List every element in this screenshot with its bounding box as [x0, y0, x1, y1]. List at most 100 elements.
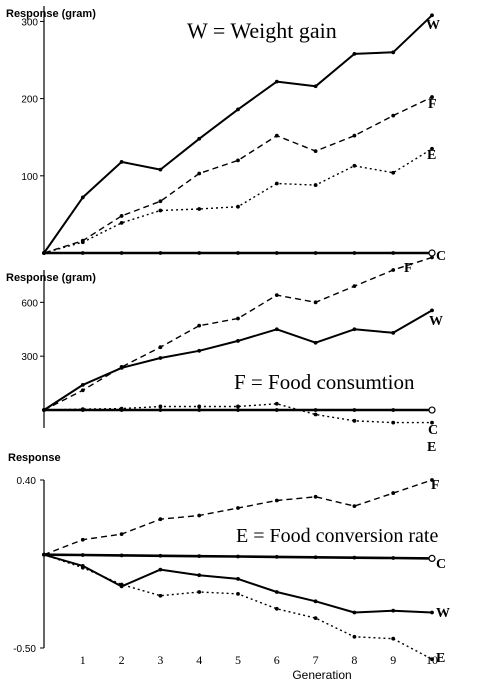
x-tick-label: 2 — [119, 653, 125, 667]
series-F-point — [197, 171, 202, 176]
series-C-point — [158, 251, 163, 255]
series-F-point — [313, 149, 318, 154]
series-E-point — [391, 420, 396, 425]
series-C-point — [236, 554, 240, 559]
series-C-point — [313, 251, 318, 255]
series-C-label: C — [428, 423, 438, 438]
x-tick-label: 9 — [390, 653, 396, 667]
series-C-point — [158, 408, 163, 412]
x-tick-label: 8 — [351, 653, 357, 667]
series-E-point — [158, 404, 163, 409]
series-E-point — [158, 593, 163, 598]
series-W-point — [119, 365, 124, 370]
series-F-point — [391, 491, 396, 495]
series-C-point — [80, 553, 85, 557]
x-tick-label: 1 — [80, 653, 86, 667]
series-W-point — [313, 599, 318, 604]
series-F-point — [274, 293, 279, 298]
series-F-point — [197, 323, 202, 328]
series-E-point — [313, 616, 318, 621]
series-W-point — [197, 348, 202, 353]
x-tick-label: 5 — [235, 653, 241, 667]
x-axis-label: Generation — [292, 668, 351, 682]
series-E-point — [352, 418, 357, 423]
series-E-point — [158, 208, 163, 213]
series-C-point — [274, 408, 279, 412]
series-E-point — [430, 146, 434, 151]
series-E-point — [391, 636, 396, 641]
series-F-point — [80, 537, 85, 542]
panel-3: 0.40 -0.50 Response E = Food conversion rat… — [8, 452, 450, 682]
series-C-point — [42, 251, 46, 255]
series-C-point — [80, 251, 85, 255]
series-F-point — [313, 300, 318, 305]
series-C-point — [119, 251, 124, 255]
series-C-label: C — [436, 249, 446, 264]
series-F-point — [197, 513, 202, 518]
panel-annotation: W = Weight gain — [187, 18, 337, 43]
series-C-point — [352, 251, 357, 255]
series-E-point — [352, 634, 357, 639]
y-tick-label: 300 — [21, 17, 38, 28]
panel-annotation: E = Food conversion rate — [236, 525, 438, 547]
series-F-point — [274, 498, 279, 503]
series-F-point — [391, 268, 396, 272]
series-W-line — [43, 14, 433, 254]
series-C-point — [391, 556, 396, 560]
series-F-point — [119, 532, 124, 537]
series-F-point — [80, 388, 85, 393]
series-W-point — [158, 356, 163, 360]
series-W-point — [236, 339, 240, 343]
series-F-point — [236, 158, 240, 163]
y-tick-label: 100 — [21, 172, 38, 183]
series-F-point — [158, 345, 163, 350]
series-C-point — [352, 408, 357, 412]
series-E-point — [313, 412, 318, 417]
series-E-line — [43, 403, 432, 424]
series-W-line — [43, 553, 433, 614]
series-W-point — [430, 13, 434, 18]
series-E-point — [236, 204, 240, 209]
series-E-point — [80, 240, 85, 245]
series-F-point — [430, 95, 434, 99]
series-E-point — [119, 220, 124, 225]
series-E-point — [42, 552, 46, 557]
series-E-point — [236, 404, 240, 409]
series-C-point — [313, 408, 318, 412]
series-C-end-marker — [428, 406, 436, 414]
series-F-label: F — [431, 478, 440, 493]
y-tick-label: 200 — [21, 95, 38, 106]
x-tick-label: 4 — [196, 653, 202, 667]
series-E-point — [430, 420, 434, 425]
y-axis-label: Response (gram) — [6, 272, 96, 284]
series-W-point — [197, 136, 202, 141]
series-W-point — [352, 610, 357, 615]
series-C-point — [352, 555, 357, 560]
series-F-label: F — [404, 261, 413, 276]
series-W-point — [80, 383, 85, 387]
series-F-point — [158, 517, 163, 522]
series-C-end-marker — [428, 554, 436, 563]
series-E-point — [352, 163, 357, 168]
x-tick-label: 3 — [157, 653, 163, 667]
series-W-point — [391, 50, 396, 55]
series-C-point — [119, 553, 124, 558]
series-E-point — [274, 181, 279, 186]
series-F-point — [352, 284, 357, 289]
series-W-point — [158, 567, 163, 572]
series-E-point — [197, 207, 202, 211]
series-C-point — [274, 251, 279, 255]
series-W-line — [43, 309, 433, 411]
y-axis-label: Response (gram) — [6, 8, 96, 20]
series-C-point — [274, 555, 279, 559]
series-W-point — [313, 84, 318, 89]
series-F-point — [391, 113, 396, 118]
series-C-label: C — [436, 557, 446, 572]
series-W-label: W — [436, 606, 450, 621]
series-W-point — [119, 160, 124, 164]
series-W-point — [236, 107, 240, 112]
series-W-point — [274, 327, 279, 332]
y-axis-label: Response — [8, 452, 61, 464]
series-C-point — [313, 555, 318, 560]
